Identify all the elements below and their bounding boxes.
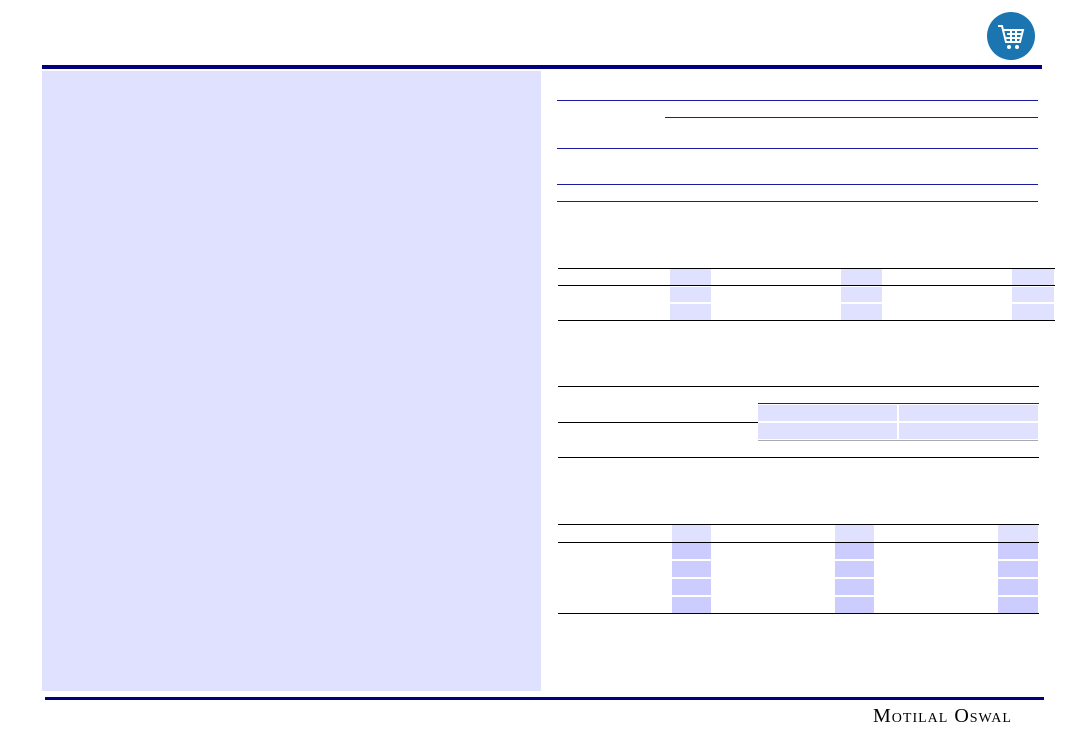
footer-rule [45, 697, 1044, 700]
company-logo: Motilal Oswal [873, 705, 1012, 727]
cart-icon-badge [987, 12, 1035, 60]
sidebar-panel [42, 71, 541, 691]
header-rule [42, 65, 1042, 69]
shopping-cart-icon [998, 25, 1025, 49]
divider [557, 148, 1038, 149]
divider [557, 201, 1038, 202]
divider [665, 117, 1038, 118]
divider [557, 184, 1038, 185]
divider [557, 100, 1038, 101]
